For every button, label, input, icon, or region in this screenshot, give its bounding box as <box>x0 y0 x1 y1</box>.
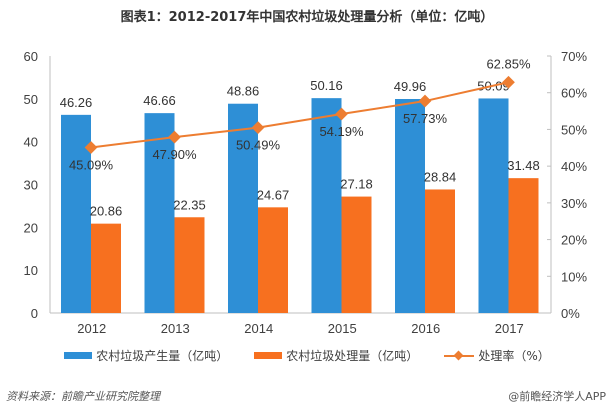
bar-generation <box>228 103 258 313</box>
bar-generation <box>311 98 342 313</box>
x-tick-label: 2013 <box>161 321 190 336</box>
y-left-tick-label: 50 <box>24 92 38 107</box>
bar-generation <box>395 99 425 313</box>
data-label-rate: 62.85% <box>486 56 531 71</box>
bar-treatment <box>174 217 205 313</box>
y-right-tick-label: 20% <box>561 233 587 248</box>
chart-title: 图表1：2012-2017年中国农村垃圾处理量分析（单位：亿吨） <box>120 10 494 25</box>
legend-item-rate: 处理率（%） <box>444 347 550 364</box>
rate-marker <box>502 75 515 89</box>
y-left-tick-label: 10 <box>24 263 38 278</box>
y-left-tick-label: 60 <box>24 49 38 64</box>
data-label-rate: 57.73% <box>403 111 448 126</box>
data-label-generation: 48.86 <box>227 84 260 99</box>
x-tick-label: 2017 <box>495 321 524 336</box>
legend: 农村垃圾产生量（亿吨） 农村垃圾处理量（亿吨） 处理率（%） <box>0 347 614 364</box>
y-left-tick-label: 0 <box>31 306 38 321</box>
credit-note: @前瞻经济学人APP <box>508 390 606 403</box>
rate-marker <box>84 141 98 154</box>
y-right-tick-label: 70% <box>561 49 587 64</box>
data-label-treatment: 28.84 <box>424 169 457 184</box>
data-label-generation: 46.66 <box>143 93 176 108</box>
data-label-rate: 54.19% <box>319 124 364 139</box>
bar-generation <box>61 114 91 313</box>
bar-treatment <box>341 196 372 313</box>
data-label-treatment: 27.18 <box>340 177 373 192</box>
y-right-tick-label: 0% <box>561 306 580 321</box>
rate-line <box>90 81 509 149</box>
data-label-rate: 47.90% <box>152 147 197 162</box>
y-right-tick-label: 60% <box>561 86 587 101</box>
data-label-rate: 50.49% <box>236 138 281 153</box>
rate-marker <box>251 121 265 134</box>
y-left-tick-label: 20 <box>24 220 38 235</box>
bar-treatment <box>258 207 288 313</box>
bar-treatment <box>425 189 455 313</box>
data-label-generation: 50.16 <box>310 78 343 93</box>
source-note: 资料来源：前瞻产业研究院整理 <box>6 390 160 403</box>
x-tick-label: 2012 <box>77 321 106 336</box>
legend-label: 农村垃圾处理量（亿吨） <box>286 349 419 363</box>
data-label-treatment: 22.35 <box>173 197 206 212</box>
rate-marker <box>168 130 181 144</box>
y-right-tick-label: 40% <box>561 159 587 174</box>
legend-item-treatment: 农村垃圾处理量（亿吨） <box>254 347 418 364</box>
legend-swatch-orange <box>254 352 283 359</box>
x-tick-label: 2015 <box>328 321 357 336</box>
y-right-tick-label: 10% <box>561 269 587 284</box>
data-label-treatment: 24.67 <box>257 187 290 202</box>
legend-item-generation: 农村垃圾产生量（亿吨） <box>64 347 228 364</box>
x-tick-label: 2014 <box>244 321 273 336</box>
data-label-generation: 46.26 <box>60 95 93 110</box>
data-label-treatment: 31.48 <box>507 158 540 173</box>
legend-label: 农村垃圾产生量（亿吨） <box>96 349 229 363</box>
rate-marker <box>335 107 348 121</box>
y-right-tick-label: 30% <box>561 196 587 211</box>
rate-marker <box>418 94 432 108</box>
data-label-treatment: 20.86 <box>90 204 123 219</box>
data-label-rate: 45.09% <box>69 157 114 172</box>
legend-line-marker-icon <box>444 350 475 361</box>
bar-generation <box>478 98 509 313</box>
bar-treatment <box>508 178 539 313</box>
y-left-tick-label: 40 <box>24 135 38 150</box>
x-tick-label: 2016 <box>411 321 440 336</box>
y-left-tick-label: 30 <box>24 178 38 193</box>
y-right-tick-label: 50% <box>561 122 587 137</box>
chart-svg: 0 10 20 30 40 50 60 0% 10% 20% 30% 40% 50% 60% 70% 46.2… <box>24 49 588 336</box>
bar-treatment <box>91 223 121 313</box>
bar-generation <box>144 113 175 313</box>
legend-swatch-blue <box>64 352 93 359</box>
legend-label: 处理率（%） <box>478 349 550 363</box>
data-label-generation: 49.96 <box>394 79 427 94</box>
